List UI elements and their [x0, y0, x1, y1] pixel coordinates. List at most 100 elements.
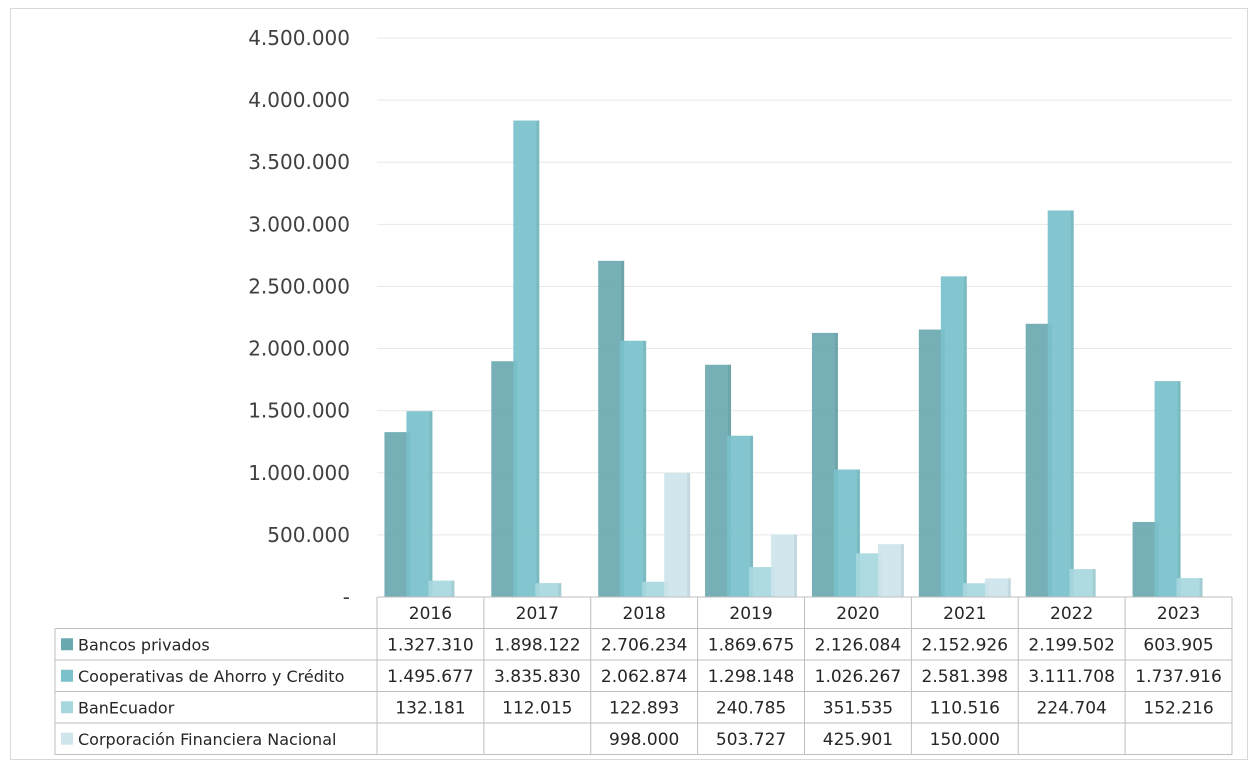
y-tick-label: 3.000.000	[248, 212, 350, 236]
bar-shade	[558, 583, 562, 597]
bar	[940, 276, 967, 597]
data-label: 112.015	[502, 698, 572, 718]
legend-swatch	[61, 669, 73, 682]
bar	[1047, 210, 1074, 597]
data-label: 224.704	[1037, 698, 1107, 718]
x-tick-label: 2021	[943, 604, 986, 624]
bar	[491, 361, 518, 597]
y-tick-label: -	[343, 585, 350, 609]
bar	[984, 578, 1011, 597]
y-tick-label: 2.000.000	[248, 337, 350, 361]
y-tick-label: 4.000.000	[248, 88, 350, 112]
bar	[1069, 569, 1096, 597]
data-label: 1.898.122	[494, 635, 581, 655]
data-label: 2.706.234	[601, 635, 688, 655]
bar	[771, 534, 798, 597]
bar	[705, 364, 732, 597]
data-label: 351.535	[823, 698, 893, 718]
bar	[962, 583, 989, 597]
bar	[620, 340, 647, 597]
bar	[598, 260, 625, 597]
bar	[406, 411, 433, 597]
bar-shade	[856, 469, 860, 597]
data-label: 503.727	[716, 730, 786, 750]
bar	[384, 432, 411, 597]
data-label: 110.516	[930, 698, 1000, 718]
data-label: 3.835.830	[494, 667, 581, 687]
x-tick-label: 2022	[1050, 604, 1093, 624]
data-label: 3.111.708	[1028, 667, 1115, 687]
bar	[428, 580, 455, 597]
data-label: 603.905	[1143, 635, 1213, 655]
bar-shade	[900, 544, 904, 597]
bar	[513, 120, 540, 598]
bar	[1025, 323, 1052, 597]
data-label: 240.785	[716, 698, 786, 718]
data-label: 425.901	[823, 730, 893, 750]
bar	[918, 329, 945, 597]
bar-shade	[834, 332, 838, 597]
x-tick-label: 2019	[729, 604, 772, 624]
bar	[535, 583, 562, 597]
x-tick-label: 2023	[1157, 604, 1200, 624]
bar	[1154, 381, 1181, 597]
bar	[1132, 521, 1159, 597]
legend-label: BanEcuador	[78, 698, 175, 717]
bar-shade	[1177, 381, 1181, 597]
bar-shade	[750, 435, 754, 597]
y-tick-label: 3.500.000	[248, 150, 350, 174]
bar	[727, 435, 754, 597]
legend-label: Bancos privados	[78, 635, 210, 654]
bar-shade	[536, 120, 540, 598]
data-label: 1.869.675	[708, 635, 795, 655]
bar	[833, 469, 860, 597]
legend-swatch	[61, 638, 73, 651]
data-label: 2.581.398	[922, 667, 1009, 687]
legend-swatch	[61, 701, 73, 714]
data-label: 2.126.084	[815, 635, 902, 655]
legend-swatch	[61, 732, 73, 745]
legend-label: Corporación Financiera Nacional	[78, 730, 336, 749]
bar	[877, 544, 904, 597]
bar-shade	[429, 411, 433, 597]
bar-shade	[1070, 210, 1074, 597]
data-label: 1.026.267	[815, 667, 902, 687]
x-tick-label: 2017	[516, 604, 559, 624]
data-label: 998.000	[609, 730, 679, 750]
y-tick-label: 2.500.000	[248, 274, 350, 298]
bar	[642, 581, 669, 597]
bar	[811, 332, 838, 597]
bar-shade	[963, 276, 967, 597]
data-label: 1.495.677	[387, 667, 474, 687]
data-label: 2.062.874	[601, 667, 688, 687]
bar	[749, 567, 776, 597]
data-label: 2.152.926	[922, 635, 1009, 655]
data-label: 122.893	[609, 698, 679, 718]
bar	[664, 473, 691, 597]
x-tick-label: 2018	[623, 604, 666, 624]
bar	[1176, 578, 1203, 597]
chart-frame	[10, 8, 1248, 760]
bar	[855, 553, 882, 597]
y-tick-label: 1.500.000	[248, 399, 350, 423]
bar-shade	[1092, 569, 1096, 597]
bar-shade	[1199, 578, 1203, 597]
bar-shade	[643, 340, 647, 597]
y-tick-label: 4.500.000	[248, 26, 350, 50]
bar-shade	[687, 473, 691, 597]
data-label: 150.000	[930, 730, 1000, 750]
data-label: 152.216	[1143, 698, 1213, 718]
bar-shade	[794, 534, 798, 597]
data-label: 2.199.502	[1028, 635, 1115, 655]
data-label: 132.181	[395, 698, 465, 718]
y-tick-label: 500.000	[267, 523, 350, 547]
legend-label: Cooperativas de Ahorro y Crédito	[78, 667, 344, 686]
data-label: 1.298.148	[708, 667, 795, 687]
x-tick-label: 2016	[409, 604, 452, 624]
bar-shade	[451, 580, 455, 597]
bar-shade	[1007, 578, 1011, 597]
data-label: 1.737.916	[1135, 667, 1222, 687]
x-tick-label: 2020	[836, 604, 879, 624]
y-tick-label: 1.000.000	[248, 461, 350, 485]
